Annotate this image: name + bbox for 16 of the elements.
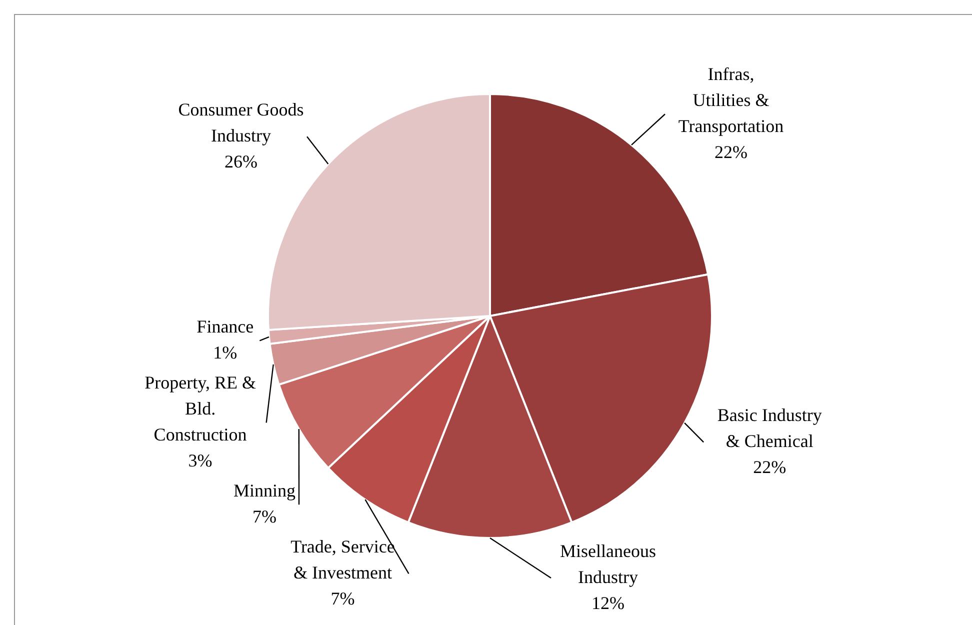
data-label: 7% <box>330 588 355 609</box>
slice-label: Finance <box>196 316 254 337</box>
slice-label: Misellaneous Industry <box>560 541 656 587</box>
slice-label: Property, RE & Bld. Construction <box>144 372 256 445</box>
data-label: 22% <box>714 142 748 162</box>
data-label: 22% <box>753 457 786 478</box>
data-label: 12% <box>592 593 624 613</box>
slice-label: Infras, Utilities & Transportation <box>678 64 784 136</box>
slice-label: Minning <box>233 480 296 501</box>
data-label: 26% <box>224 152 258 172</box>
slice-label: Consumer Goods Industry <box>178 100 304 146</box>
slice-label: Trade, Service & Investment <box>290 536 395 583</box>
data-label: 3% <box>188 450 212 471</box>
data-label: 1% <box>213 342 238 363</box>
data-label: 7% <box>252 506 276 527</box>
slice-label: Basic Industry & Chemical <box>717 405 822 452</box>
